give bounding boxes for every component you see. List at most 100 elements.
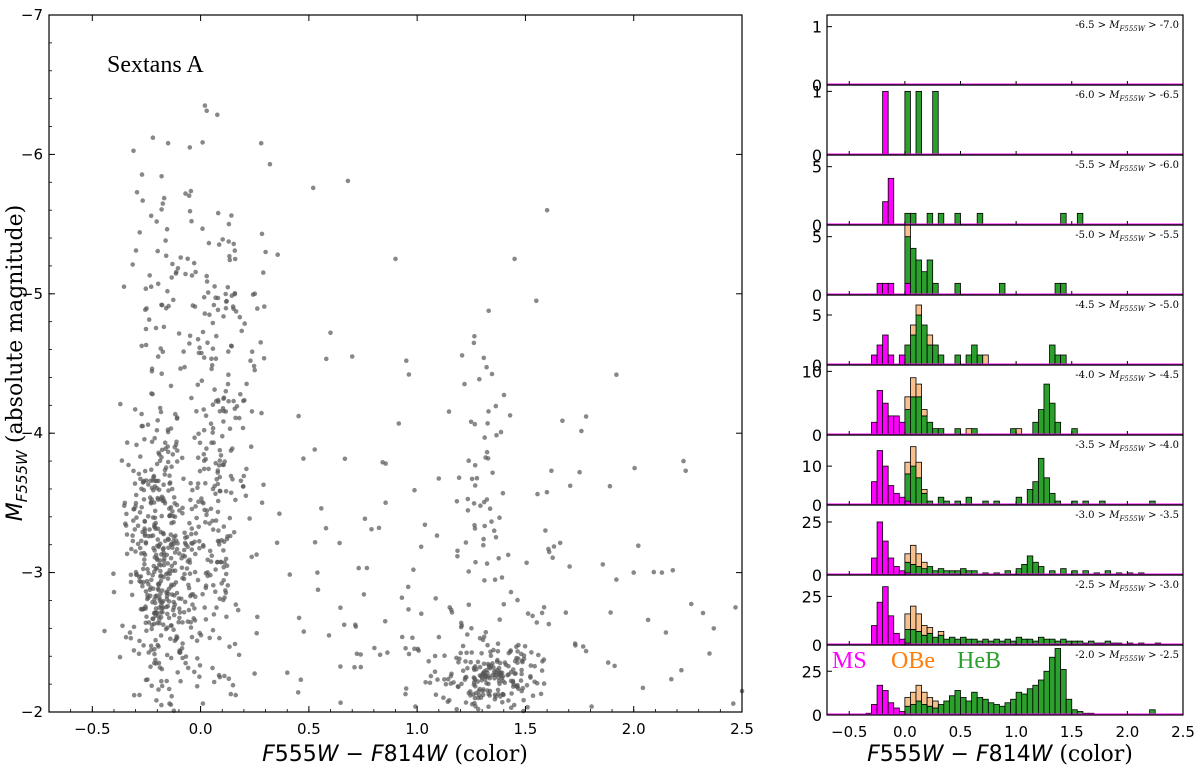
panel-y-tick-label: 5: [812, 158, 822, 177]
cmd-point: [529, 650, 534, 655]
heb-bar: [1021, 563, 1028, 576]
panel-frame: [826, 644, 1184, 716]
cmd-point: [364, 565, 370, 571]
cmd-point: [337, 540, 342, 546]
cmd-point: [484, 674, 489, 679]
cmd-point: [481, 355, 487, 361]
cmd-point: [482, 523, 488, 529]
cmd-point: [147, 495, 153, 500]
cmd-point: [236, 652, 242, 658]
cmd-point: [711, 626, 717, 631]
cmd-point: [229, 293, 235, 299]
cmd-point: [227, 515, 233, 521]
cmd-point: [161, 562, 167, 568]
cmd-point: [466, 458, 472, 464]
cmd-point: [210, 425, 216, 431]
heb-bar: [1049, 344, 1056, 366]
cmd-point: [249, 554, 254, 560]
cmd-point: [651, 569, 657, 575]
cmd-point: [341, 622, 347, 628]
cmd-point: [156, 478, 161, 484]
cmd-point: [323, 525, 329, 531]
cmd-point: [177, 606, 182, 611]
cmd-point: [261, 356, 267, 361]
cmd-point: [221, 419, 226, 424]
cmd-point: [478, 695, 484, 700]
hist-x-tick-label: 2.5: [1171, 723, 1195, 741]
ms-bar: [893, 415, 900, 436]
cmd-point: [383, 461, 389, 466]
heb-bar: [954, 282, 961, 296]
heb-bar: [1026, 489, 1034, 506]
cmd-point: [159, 494, 165, 500]
panel-y-tick-label: 0: [812, 216, 822, 235]
cmd-point: [199, 496, 204, 501]
cmd-point: [131, 648, 137, 653]
cmd-point: [200, 140, 205, 145]
cmd-point: [469, 650, 475, 655]
cmd-point: [479, 678, 485, 683]
cmd-point: [118, 401, 123, 407]
cmd-point: [499, 575, 505, 580]
cmd-point: [495, 657, 500, 663]
cmd-title: Sextans A: [107, 52, 204, 78]
cmd-point: [193, 269, 198, 275]
heb-bar: [987, 702, 995, 716]
cmd-point: [496, 556, 502, 561]
cmd-point: [228, 343, 234, 349]
cmd-point: [164, 226, 170, 232]
cmd-point: [349, 354, 355, 359]
cmd-point: [285, 670, 290, 675]
cmd-point: [546, 549, 552, 555]
obe-bar: [921, 691, 928, 705]
cmd-point: [472, 421, 478, 427]
cmd-point: [148, 284, 154, 290]
cmd-point: [426, 659, 432, 664]
cmd-point: [139, 505, 144, 510]
cmd-point: [181, 476, 186, 482]
heb-bar: [915, 259, 922, 296]
cmd-point: [148, 593, 153, 599]
cmd-point: [211, 302, 217, 308]
cmd-point: [221, 395, 227, 401]
cmd-point: [149, 439, 155, 445]
heb-bar: [937, 212, 945, 226]
cmd-point: [201, 407, 206, 412]
cmd-point: [194, 409, 199, 414]
cmd-point: [149, 391, 154, 396]
heb-bar: [904, 212, 911, 226]
cmd-point: [486, 691, 491, 697]
cmd-point: [423, 680, 428, 685]
cmd-point: [123, 521, 128, 526]
cmd-point: [166, 686, 172, 692]
cmd-point: [217, 488, 223, 494]
cmd-point: [183, 271, 188, 277]
heb-bar: [1026, 555, 1034, 576]
cmd-point: [455, 548, 460, 554]
cmd-point: [435, 677, 440, 682]
cmd-point: [481, 687, 486, 692]
cmd-point: [168, 584, 174, 589]
cmd-point: [132, 407, 138, 412]
cmd-point: [422, 522, 428, 528]
obe-bar: [921, 409, 928, 417]
cmd-point: [222, 673, 227, 679]
hist-x-tick-label: 2.0: [1115, 723, 1139, 741]
cmd-point: [454, 707, 460, 712]
cmd-point: [170, 509, 175, 514]
cmd-point: [203, 456, 208, 462]
cmd-point: [165, 625, 170, 630]
heb-bar: [932, 90, 939, 156]
heb-bar: [932, 344, 939, 366]
cmd-point: [142, 533, 148, 539]
cmd-point: [204, 512, 209, 518]
heb-bar: [910, 629, 917, 646]
cmd-point: [149, 577, 154, 583]
cmd-point: [147, 527, 152, 532]
cmd-point: [534, 298, 539, 304]
cmd-point: [237, 314, 243, 320]
cmd-point: [196, 431, 201, 437]
cmd-point: [189, 634, 195, 640]
cmd-point: [179, 455, 185, 461]
cmd-point: [436, 476, 442, 481]
